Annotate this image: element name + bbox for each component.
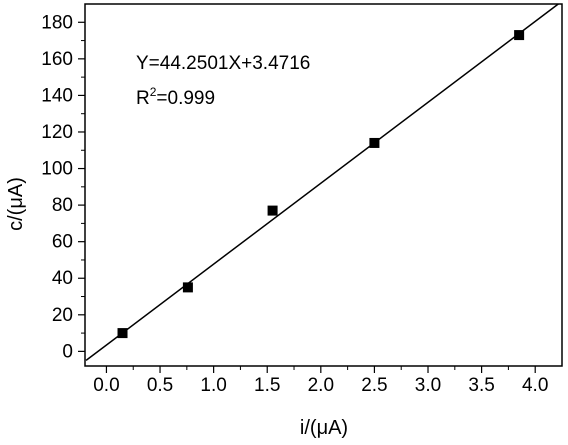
- y-tick-label: 100: [41, 159, 73, 180]
- x-tick-label: 2.0: [308, 375, 334, 396]
- regression-equation: Y=44.2501X+3.4716: [136, 53, 310, 74]
- y-tick-label: 20: [52, 305, 73, 326]
- regression-line: [85, 3, 559, 361]
- y-tick-label: 0: [62, 341, 73, 362]
- x-tick-label: 1.0: [200, 375, 226, 396]
- x-axis-label: i/(μA): [300, 417, 348, 439]
- x-tick-label: 2.5: [361, 375, 387, 396]
- ticks-layer: 0.0 0.5 1.0 1.5 2.0 2.5 3.0 3.5 4.0 0 20 40 60 80 100 1…: [41, 12, 548, 396]
- data-point: [182, 282, 193, 293]
- y-tick-label: 120: [41, 122, 73, 143]
- x-tick-label: 0.5: [147, 375, 173, 396]
- y-axis-label: c/(μA): [5, 177, 27, 231]
- r-squared-prefix: R: [136, 88, 150, 109]
- data-point: [267, 205, 278, 216]
- y-tick-label: 140: [41, 85, 73, 106]
- plot-frame: [84, 3, 563, 367]
- fit-layer: [85, 3, 559, 361]
- data-point: [117, 328, 128, 339]
- x-tick-label: 3.0: [415, 375, 441, 396]
- y-tick-label: 60: [52, 232, 73, 253]
- y-tick-label: 160: [41, 49, 73, 70]
- data-point: [514, 30, 525, 41]
- x-tick-label: 1.5: [254, 375, 280, 396]
- r-squared-annotation: R2=0.999: [136, 85, 215, 109]
- r-squared-exponent: 2: [150, 85, 157, 99]
- y-tick-label: 40: [52, 268, 73, 289]
- data-point: [369, 137, 380, 148]
- y-tick-label: 180: [41, 12, 73, 33]
- x-tick-label: 4.0: [522, 375, 548, 396]
- x-tick-label: 0.0: [93, 375, 119, 396]
- axes-layer: [84, 3, 563, 367]
- y-tick-label: 80: [52, 195, 73, 216]
- points-layer: [117, 30, 525, 339]
- r-squared-value: =0.999: [156, 88, 215, 109]
- x-tick-label: 3.5: [468, 375, 494, 396]
